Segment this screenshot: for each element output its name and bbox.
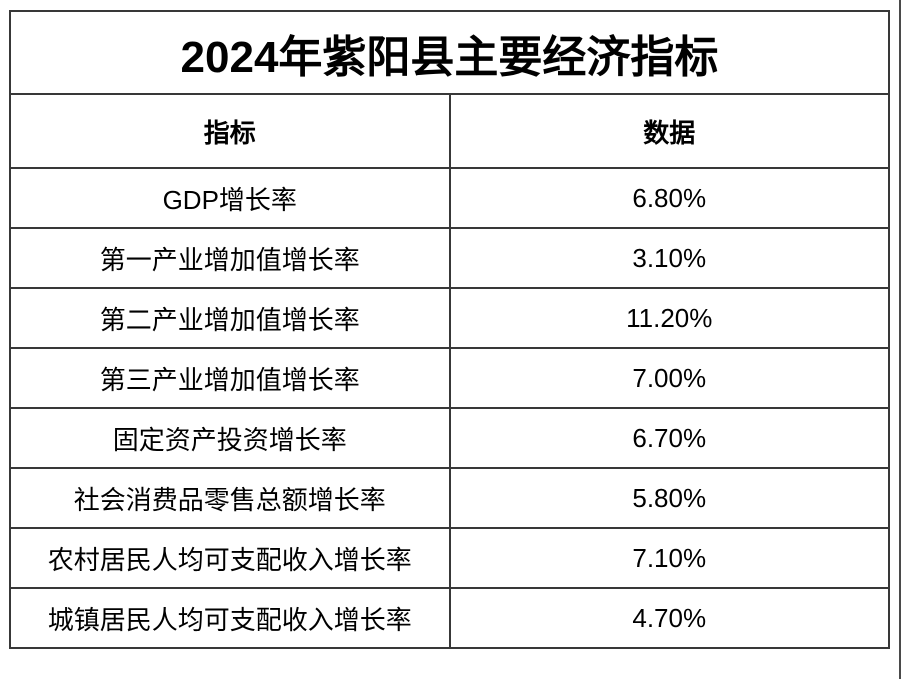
column-header-indicator: 指标 bbox=[9, 93, 451, 169]
table-row: 固定资产投资增长率 6.70% bbox=[9, 407, 890, 469]
value-cell: 4.70% bbox=[448, 587, 890, 649]
value-cell: 6.70% bbox=[448, 407, 890, 469]
indicator-cell: 社会消费品零售总额增长率 bbox=[9, 467, 451, 529]
indicator-cell: 第三产业增加值增长率 bbox=[9, 347, 451, 409]
table-row: 第三产业增加值增长率 7.00% bbox=[9, 347, 890, 409]
indicator-cell: 城镇居民人均可支配收入增长率 bbox=[9, 587, 451, 649]
table-row: 城镇居民人均可支配收入增长率 4.70% bbox=[9, 587, 890, 649]
table-head: 2024年紫阳县主要经济指标 指标 数据 bbox=[9, 10, 890, 169]
table-row: GDP增长率 6.80% bbox=[9, 167, 890, 229]
value-cell: 7.00% bbox=[448, 347, 890, 409]
table-row: 第一产业增加值增长率 3.10% bbox=[9, 227, 890, 289]
table-title: 2024年紫阳县主要经济指标 bbox=[9, 10, 890, 95]
header-row: 指标 数据 bbox=[9, 93, 890, 169]
title-row: 2024年紫阳县主要经济指标 bbox=[9, 10, 890, 95]
column-header-data: 数据 bbox=[448, 93, 890, 169]
table-row: 第二产业增加值增长率 11.20% bbox=[9, 287, 890, 349]
value-cell: 5.80% bbox=[448, 467, 890, 529]
indicator-cell: 农村居民人均可支配收入增长率 bbox=[9, 527, 451, 589]
table-row: 社会消费品零售总额增长率 5.80% bbox=[9, 467, 890, 529]
value-cell: 11.20% bbox=[448, 287, 890, 349]
economic-indicators-table: 2024年紫阳县主要经济指标 指标 数据 GDP增长率 6.80% 第一产业增加值增… bbox=[9, 10, 890, 649]
indicator-cell: 第一产业增加值增长率 bbox=[9, 227, 451, 289]
indicator-cell: 第二产业增加值增长率 bbox=[9, 287, 451, 349]
indicator-cell: 固定资产投资增长率 bbox=[9, 407, 451, 469]
value-cell: 3.10% bbox=[448, 227, 890, 289]
table-body: GDP增长率 6.80% 第一产业增加值增长率 3.10% 第二产业增加值增长率 11.2… bbox=[9, 167, 890, 649]
value-cell: 6.80% bbox=[448, 167, 890, 229]
value-cell: 7.10% bbox=[448, 527, 890, 589]
indicator-cell: GDP增长率 bbox=[9, 167, 451, 229]
table-row: 农村居民人均可支配收入增长率 7.10% bbox=[9, 527, 890, 589]
page-right-edge-line bbox=[899, 0, 901, 679]
